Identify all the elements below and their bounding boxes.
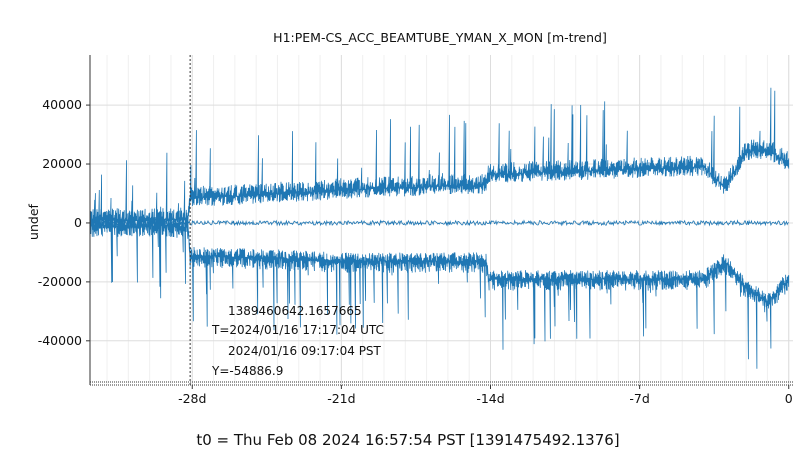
- chart-title: H1:PEM-CS_ACC_BEAMTUBE_YMAN_X_MON [m-tre…: [273, 30, 607, 45]
- series-mean-trace: [89, 219, 789, 227]
- y-tick-label: -40000: [38, 333, 82, 348]
- cursor-local: 2024/01/16 09:17:04 PST: [228, 344, 382, 358]
- x-tick-label: -7d: [629, 391, 649, 406]
- grid: [90, 55, 793, 385]
- time-origin-footer: t0 = Thu Feb 08 2024 16:57:54 PST [13914…: [196, 431, 619, 449]
- axes: 40000 20000 0 -20000 -40000 -28d -21d -14d -7d 0: [38, 55, 793, 406]
- y-tick-label: 20000: [42, 156, 82, 171]
- y-axis-label: undef: [26, 203, 41, 239]
- series-min-trace: [89, 217, 790, 369]
- cursor-gps: 1389460642.1657665: [228, 304, 362, 318]
- series-max-trace: [89, 87, 790, 229]
- series-line: [89, 87, 790, 369]
- cursor-y-value: Y=-54886.9: [211, 364, 283, 378]
- cursor-utc: T=2024/01/16 17:17:04 UTC: [211, 323, 384, 337]
- x-tick-label: -28d: [178, 391, 206, 406]
- y-tick-label: 0: [74, 215, 82, 230]
- x-tick-label: -14d: [476, 391, 504, 406]
- y-tick-label: -20000: [38, 274, 82, 289]
- x-tick-label: -21d: [327, 391, 355, 406]
- x-tick-label: 0: [785, 391, 793, 406]
- y-tick-label: 40000: [42, 97, 82, 112]
- cursor-readout: 1389460642.1657665 T=2024/01/16 17:17:04…: [189, 55, 384, 385]
